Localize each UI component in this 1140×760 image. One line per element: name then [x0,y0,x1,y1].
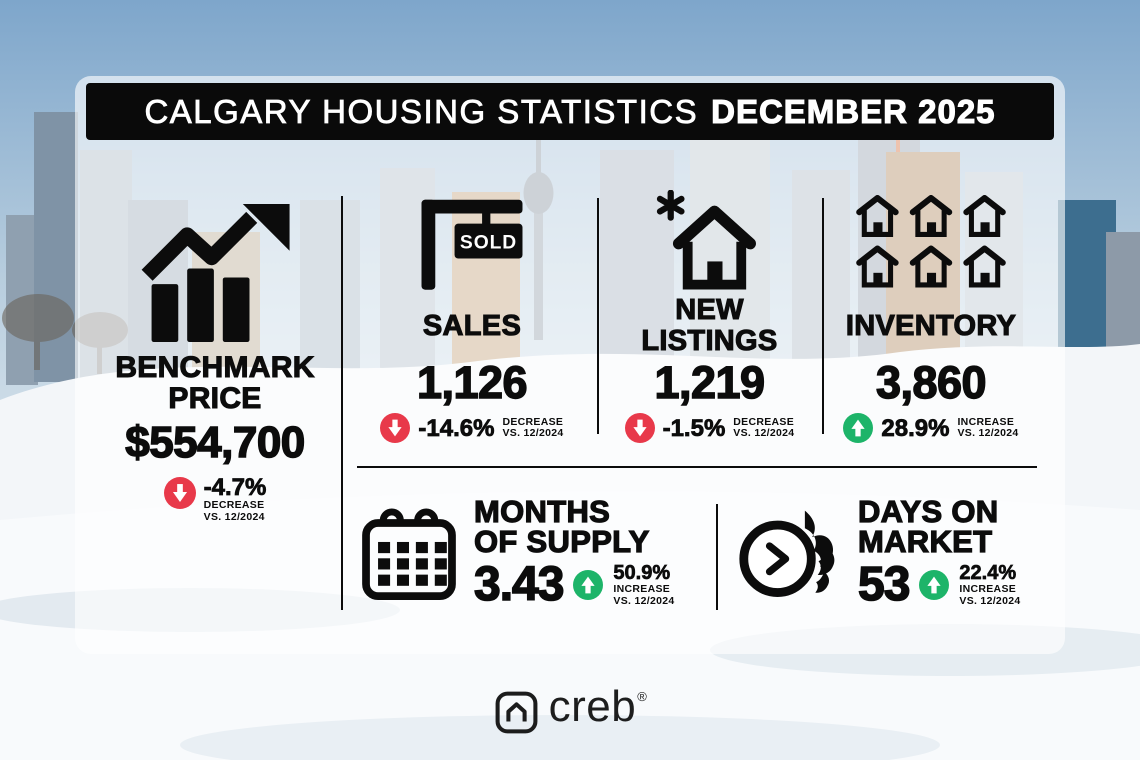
new-listings-section: NEW LISTINGS 1,219 -1.5% DECREASE VS. 12… [599,190,820,443]
sales-label: SALES [422,309,522,342]
months-change-vs: VS. 12/2024 [613,594,675,607]
new-listings-change-vs: VS. 12/2024 [733,427,795,439]
divider-horizontal [357,466,1037,468]
increase-arrow-icon [573,570,604,600]
bar-chart-trend-up-icon [141,204,290,342]
sales-change-pct: -14.6% [418,414,495,442]
divider-sales-newlistings [597,198,599,434]
new-listings-change: -1.5% DECREASE VS. 12/2024 [624,413,795,443]
months-label-line2: OF SUPPLY [473,524,650,559]
sales-change-label: DECREASE [502,415,564,428]
days-on-market-section: DAYS ON MARKET 53 22.4% INCREASE VS. 12/… [734,494,1021,611]
days-change-vs: VS. 12/2024 [959,594,1021,607]
benchmark-change: -4.7% DECREASE VS. 12/2024 [163,474,267,523]
benchmark-change-label: DECREASE [203,499,265,511]
creb-house-logo-icon [495,691,538,733]
clock-on-fire-icon [739,510,835,597]
days-change-pct: 22.4% [959,562,1017,584]
increase-arrow-icon [843,413,874,443]
benchmark-change-vs: VS. 12/2024 [203,510,265,523]
brand-wordmark: creb® [549,684,647,740]
sold-sign-text: SOLD [460,232,517,253]
calendar-icon [362,507,456,600]
brand-footer: creb® [0,684,1140,740]
days-value: 53 [857,558,911,611]
benchmark-label-line1: BENCHMARK [115,351,315,384]
decrease-arrow-icon [624,413,655,443]
divider-bottom [716,504,718,610]
inventory-change-vs: VS. 12/2024 [957,427,1019,439]
new-listings-value: 1,219 [654,357,766,409]
title-banner: CALGARY HOUSING STATISTICS DECEMBER 2025 [86,83,1054,140]
days-change-label: INCREASE [959,583,1017,595]
new-home-asterisk-icon [656,190,756,290]
inventory-change: 28.9% INCREASE VS. 12/2024 [843,413,1018,443]
months-of-supply-section: MONTHS OF SUPPLY 3.43 50.9% INCREASE VS.… [360,494,675,611]
months-label-line1: MONTHS [473,494,611,529]
inventory-change-pct: 28.9% [881,414,950,442]
months-value: 3.43 [473,558,565,611]
increase-arrow-icon [919,570,950,600]
sold-sign-icon: SOLD [421,199,523,290]
sales-section: SOLD SALES 1,126 -14.6% DECREASE VS. 12/… [349,192,595,443]
decrease-arrow-icon [380,413,411,443]
benchmark-price-section: BENCHMARK PRICE $554,700 -4.7% DECREASE … [90,204,340,523]
inventory-label: INVENTORY [845,309,1017,342]
days-label-line1: DAYS ON [857,494,999,529]
divider-benchmark [341,196,343,610]
benchmark-label-line2: PRICE [168,382,262,415]
inventory-change-label: INCREASE [957,415,1015,428]
new-listings-change-label: DECREASE [733,415,795,428]
banner-title: CALGARY HOUSING STATISTICS [144,92,699,130]
decrease-arrow-icon [163,477,196,509]
sales-change-vs: VS. 12/2024 [502,427,564,439]
new-listings-label-line2: LISTINGS [641,325,778,357]
inventory-section: INVENTORY 3,860 28.9% INCREASE VS. 12/20… [824,192,1038,443]
inventory-value: 3,860 [875,357,987,409]
sales-value: 1,126 [416,357,528,409]
divider-newlistings-inventory [822,198,824,434]
benchmark-change-pct: -4.7% [203,474,267,501]
new-listings-change-pct: -1.5% [662,414,726,442]
houses-grid-icon [856,195,1006,290]
registered-mark: ® [637,689,648,704]
banner-period: DECEMBER 2025 [711,92,996,130]
benchmark-value: $554,700 [124,418,306,468]
months-change-label: INCREASE [613,583,671,595]
days-label-line2: MARKET [857,524,993,559]
new-listings-label-line1: NEW [675,294,744,326]
brand-name: creb [548,682,637,731]
sales-change: -14.6% DECREASE VS. 12/2024 [380,413,563,443]
stats-card [75,76,1065,654]
months-change-pct: 50.9% [613,562,671,584]
